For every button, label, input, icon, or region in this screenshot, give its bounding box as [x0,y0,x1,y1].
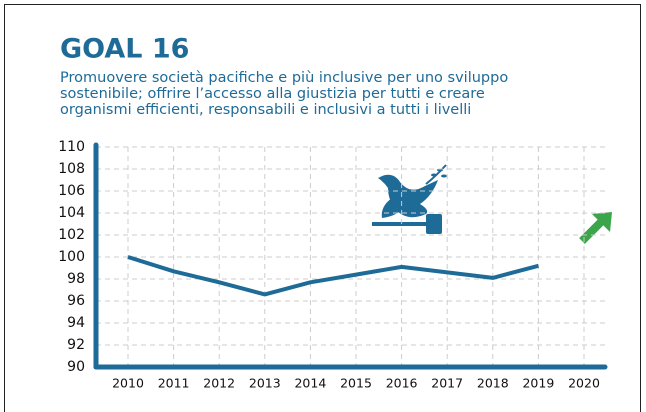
frame [4,4,641,412]
x-tick-label: 2013 [249,376,281,391]
x-tick-label: 2012 [203,376,235,391]
subtitle-line: Promuovere società pacifiche e più inclu… [60,70,508,86]
data-line [127,255,539,297]
x-tick-label: 2019 [522,376,554,391]
y-tick-label: 104 [58,205,85,221]
y-tick-label: 94 [67,315,85,331]
y-tick-label: 96 [67,293,85,309]
trend-arrow [579,212,612,244]
y-tick-label: 110 [58,139,85,155]
x-tick-label: 2015 [340,376,372,391]
subtitle-line: sostenibile; offrire l’accesso alla gius… [60,86,485,102]
x-tick-label: 2020 [568,376,600,391]
chart-title: GOAL 16 [60,34,189,65]
y-tick-label: 98 [67,271,85,287]
x-tick-label: 2014 [294,376,326,391]
y-tick-label: 102 [58,227,85,243]
x-tick-label: 2016 [386,376,418,391]
x-tick-label: 2011 [158,376,190,391]
y-tick-label: 108 [58,161,85,177]
y-tick-label: 90 [67,359,85,375]
x-tick-label: 2018 [477,376,509,391]
y-tick-label: 92 [67,337,85,353]
y-tick-label: 100 [58,249,85,265]
y-tick-label: 106 [58,183,85,199]
x-tick-label: 2017 [431,376,463,391]
x-tick-label: 2010 [112,376,144,391]
dove-icon [372,164,447,234]
subtitle-line: organismi efficienti, responsabili e inc… [60,102,471,118]
